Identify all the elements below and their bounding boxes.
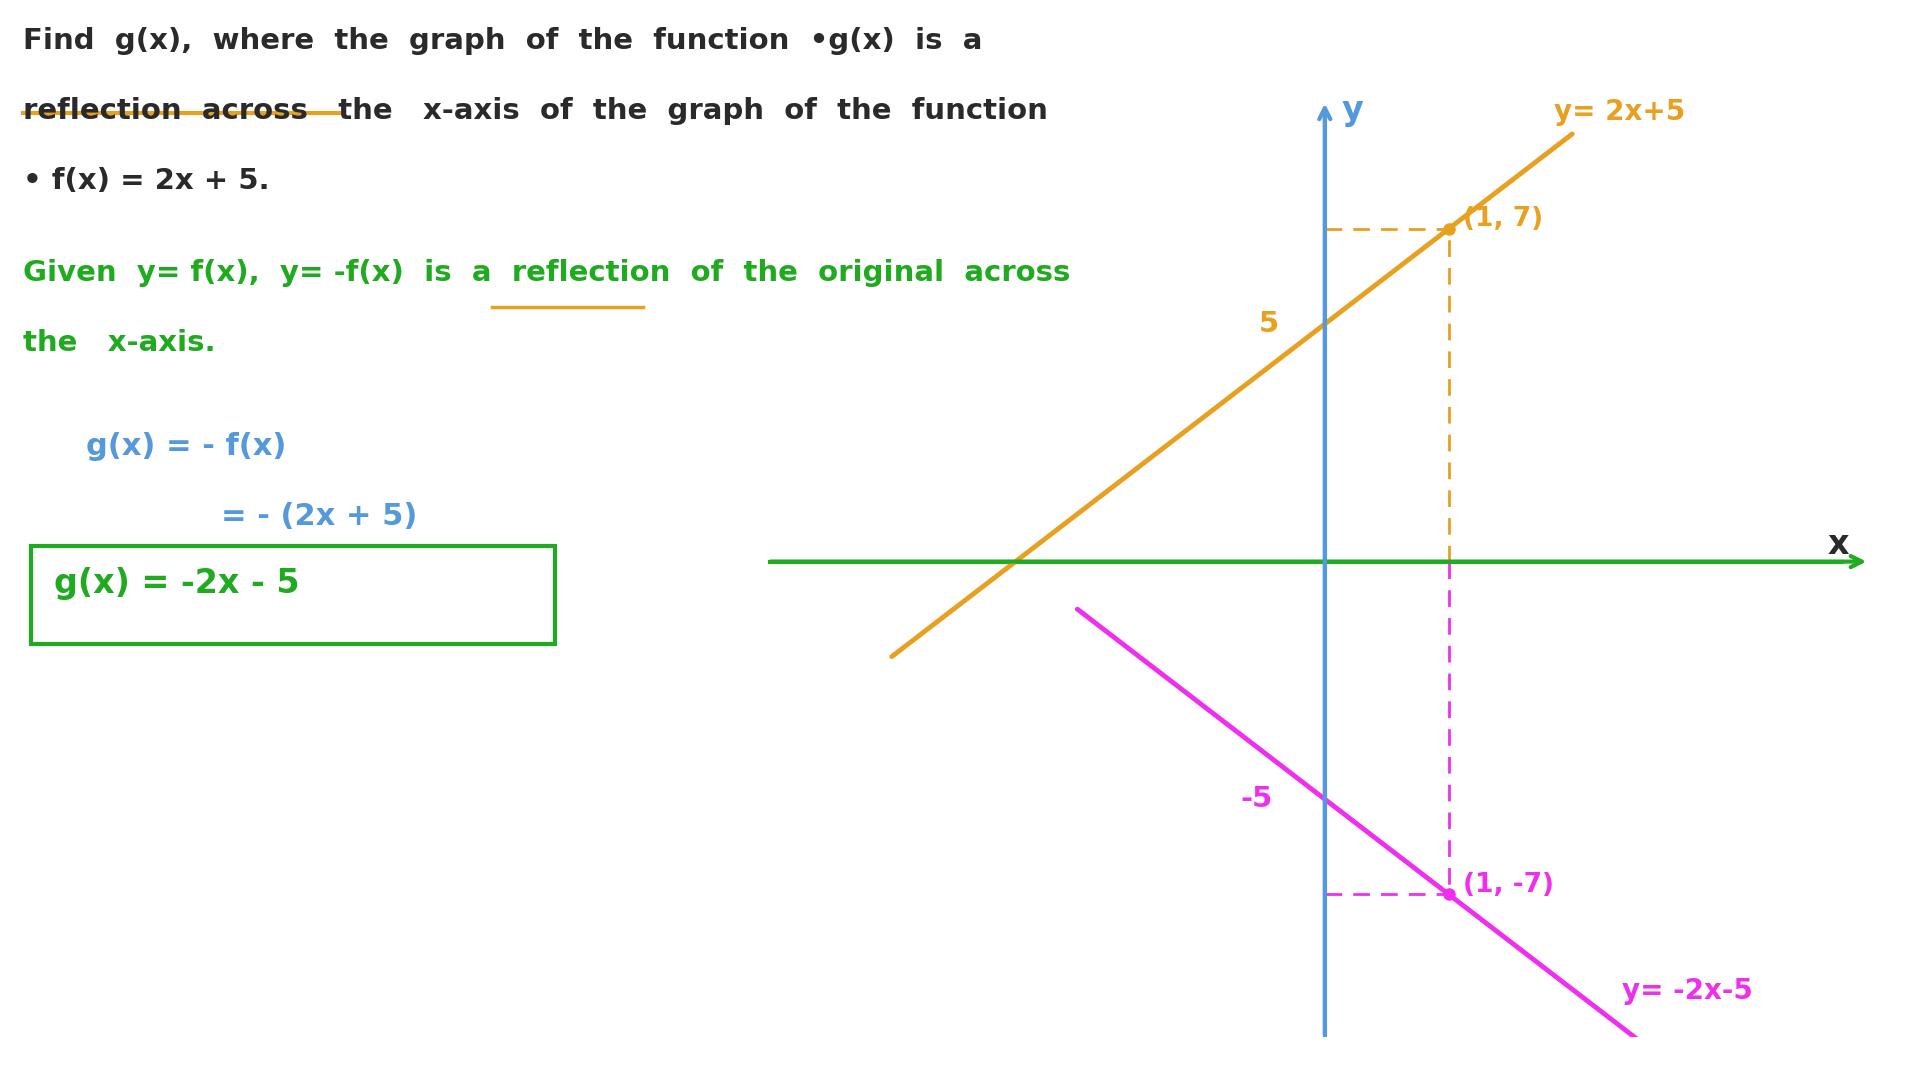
Text: (1, 7): (1, 7) [1463, 206, 1544, 232]
Text: 5: 5 [1260, 310, 1279, 338]
Text: g(x) = - f(x): g(x) = - f(x) [86, 432, 286, 461]
Text: (1, -7): (1, -7) [1463, 872, 1555, 897]
Text: reflection  across   the   x-axis  of  the  graph  of  the  function: reflection across the x-axis of the grap… [23, 97, 1048, 125]
Text: • f(x) = 2x + 5.: • f(x) = 2x + 5. [23, 167, 269, 195]
Text: the   x-axis.: the x-axis. [23, 329, 215, 357]
Text: y= 2x+5: y= 2x+5 [1553, 97, 1686, 125]
Text: = - (2x + 5): = - (2x + 5) [221, 502, 417, 531]
Text: x: x [1828, 528, 1849, 562]
Text: Find  g(x),  where  the  graph  of  the  function  •g(x)  is  a: Find g(x), where the graph of the functi… [23, 27, 983, 55]
Text: g(x) = -2x - 5: g(x) = -2x - 5 [54, 567, 300, 600]
Text: Given  y= f(x),  y= -f(x)  is  a  reflection  of  the  original  across: Given y= f(x), y= -f(x) is a reflection … [23, 259, 1071, 287]
Text: -5: -5 [1240, 785, 1273, 813]
Text: y: y [1342, 94, 1363, 126]
Text: y= -2x-5: y= -2x-5 [1622, 976, 1753, 1004]
